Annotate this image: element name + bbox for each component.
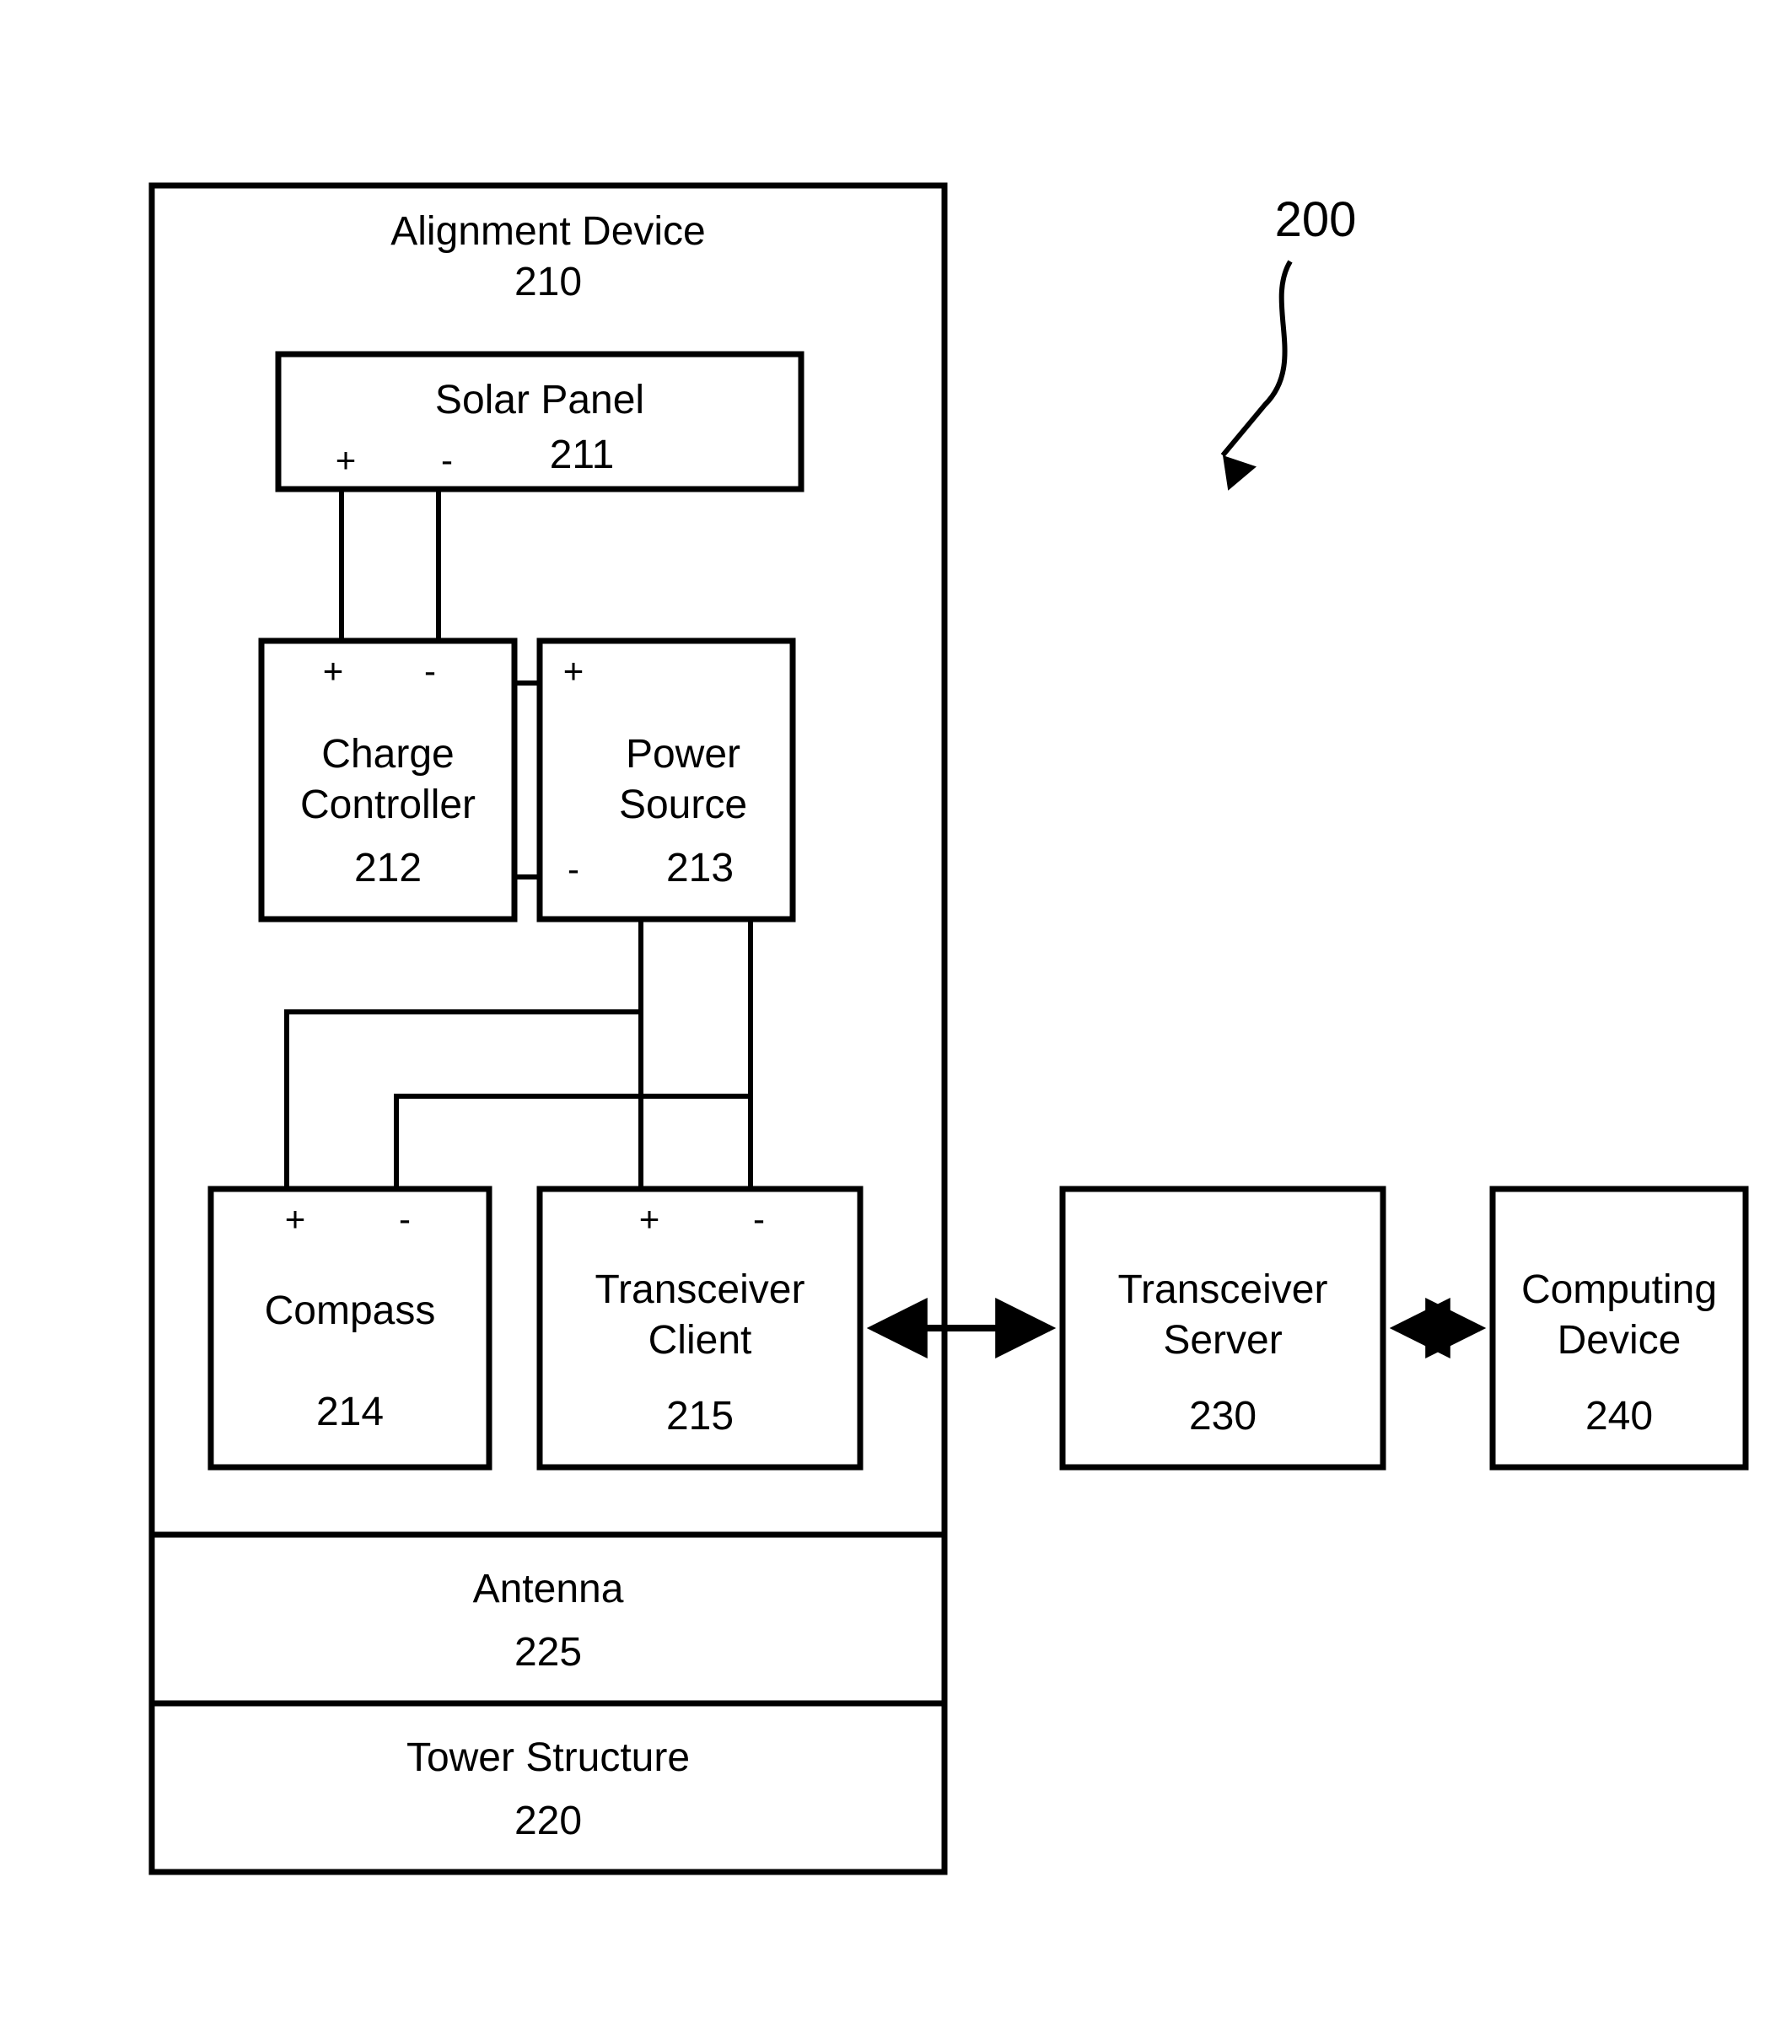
alignment-device-title: Alignment Device	[390, 209, 706, 254]
block-diagram: 200 Alignment Device 210 Solar Panel 211 + - Ch…	[0, 0, 1792, 2044]
charge-controller-minus: -	[424, 651, 436, 691]
charge-controller-title-2: Controller	[300, 783, 476, 827]
power-source-title-2: Source	[619, 783, 747, 827]
tower-structure-number: 220	[514, 1799, 582, 1843]
power-source-plus: +	[563, 651, 584, 691]
power-source-title-1: Power	[626, 732, 740, 777]
figure-reference-arrowhead	[1223, 455, 1257, 491]
transceiver-client-minus: -	[753, 1199, 765, 1239]
solar-panel-number: 211	[550, 433, 615, 477]
computing-device-title-1: Computing	[1521, 1267, 1717, 1312]
computing-device-title-2: Device	[1558, 1318, 1682, 1363]
antenna-title: Antenna	[473, 1567, 624, 1611]
transceiver-server-title-1: Transceiver	[1118, 1267, 1328, 1312]
figure-reference-number: 200	[1275, 192, 1357, 247]
power-source-number: 213	[666, 846, 734, 890]
tower-structure-box	[152, 1703, 944, 1872]
solar-panel-plus: +	[336, 440, 357, 480]
charge-controller-plus: +	[323, 651, 344, 691]
computing-device-number: 240	[1585, 1394, 1653, 1439]
compass-plus: +	[285, 1199, 306, 1239]
compass-minus: -	[399, 1199, 411, 1239]
compass-number: 214	[316, 1390, 384, 1434]
figure-reference-squiggle	[1223, 261, 1290, 455]
transceiver-server-number: 230	[1189, 1394, 1257, 1439]
transceiver-server-title-2: Server	[1163, 1318, 1282, 1363]
compass-title: Compass	[265, 1288, 436, 1333]
ps-to-compass-plus	[287, 1012, 641, 1189]
solar-panel-title: Solar Panel	[435, 378, 644, 422]
antenna-box	[152, 1535, 944, 1703]
charge-controller-number: 212	[354, 846, 422, 890]
transceiver-client-number: 215	[666, 1394, 734, 1439]
tower-structure-title: Tower Structure	[406, 1735, 690, 1780]
alignment-device-number: 210	[514, 260, 582, 304]
solar-panel-minus: -	[441, 440, 453, 480]
antenna-number: 225	[514, 1630, 582, 1675]
transceiver-client-title-2: Client	[648, 1318, 752, 1363]
transceiver-client-title-1: Transceiver	[595, 1267, 805, 1312]
charge-controller-title-1: Charge	[321, 732, 454, 777]
transceiver-client-plus: +	[639, 1199, 660, 1239]
ps-to-compass-minus	[396, 1096, 751, 1189]
power-source-minus: -	[568, 849, 579, 889]
